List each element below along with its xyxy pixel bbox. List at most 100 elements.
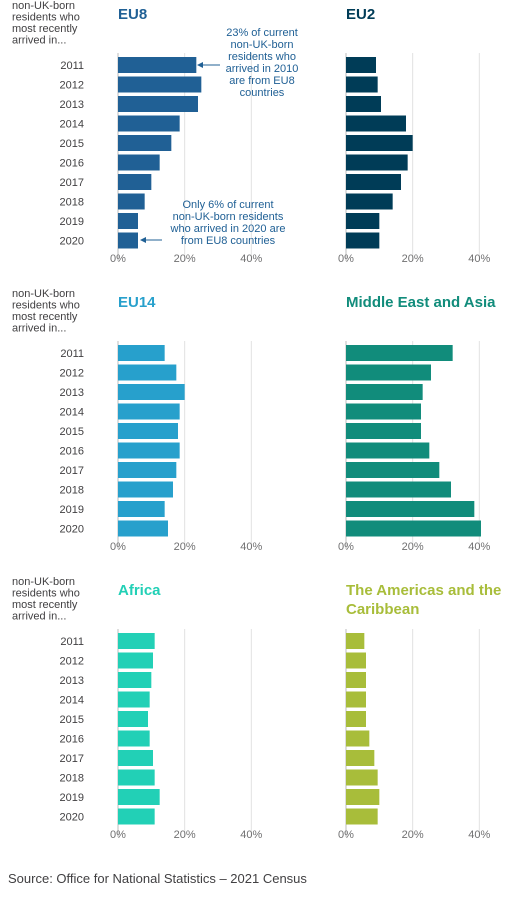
x-tick-label: 0% xyxy=(338,829,354,841)
panel-africa: 0% 20% 40% Africa 2011 2012 2013 2014 2015 2016 20… xyxy=(60,582,263,841)
annotation-text: are from EU8 xyxy=(229,75,294,87)
bar xyxy=(346,633,365,649)
source-note: Source: Office for National Statistics –… xyxy=(8,871,307,886)
bar xyxy=(346,154,408,171)
x-tick-label: 40% xyxy=(468,829,490,841)
row-header-line: most recently xyxy=(12,311,78,323)
bar xyxy=(118,193,145,210)
bar xyxy=(346,481,451,498)
bar xyxy=(118,423,178,439)
bar xyxy=(346,403,421,420)
bar xyxy=(118,462,177,478)
row-header-line: arrived in... xyxy=(12,611,66,623)
bar xyxy=(346,769,378,786)
y-tick-label: 2017 xyxy=(60,465,84,477)
bar xyxy=(118,135,172,151)
annotation-text: Only 6% of current xyxy=(182,199,273,211)
y-tick-label: 2011 xyxy=(60,348,84,360)
panel-title: Middle East and Asia xyxy=(346,294,496,311)
bar xyxy=(346,730,370,747)
panel-eu14: 0% 20% 40% EU14 2011 2012 2013 2014 2015 2016 2017… xyxy=(60,294,263,553)
panel-eu8: 0% 20% 40% EU8 2011 2012 2013 2014 2015 2016 2017 2… xyxy=(60,6,263,265)
bar xyxy=(118,633,155,649)
bar xyxy=(118,442,180,459)
bar xyxy=(346,232,380,249)
y-tick-label: 2013 xyxy=(60,99,84,111)
bar xyxy=(346,96,381,112)
bar xyxy=(118,76,202,93)
y-tick-label: 2020 xyxy=(60,524,84,536)
y-tick-label: 2012 xyxy=(60,80,84,92)
bar xyxy=(346,652,366,669)
bar xyxy=(346,711,366,727)
x-tick-label: 40% xyxy=(240,253,262,265)
annotation-text: from EU8 countries xyxy=(181,235,276,247)
bar xyxy=(346,345,453,361)
y-tick-label: 2011 xyxy=(60,636,84,648)
y-tick-label: 2013 xyxy=(60,675,84,687)
x-tick-label: 40% xyxy=(468,541,490,553)
y-tick-label: 2013 xyxy=(60,387,84,399)
bar xyxy=(118,652,153,669)
bar xyxy=(118,481,173,498)
annotation-arrowhead xyxy=(197,62,203,68)
row-header-line: residents who xyxy=(12,588,80,600)
bar xyxy=(346,789,380,805)
x-tick-label: 40% xyxy=(240,829,262,841)
bar xyxy=(118,364,177,381)
annotation-text: arrived in 2010 xyxy=(226,63,299,75)
bar xyxy=(346,672,366,688)
y-tick-label: 2018 xyxy=(60,197,84,209)
bar xyxy=(118,672,152,688)
bar xyxy=(118,232,138,249)
x-tick-label: 0% xyxy=(338,253,354,265)
y-tick-label: 2011 xyxy=(60,60,84,72)
annotation-text: who arrived in 2020 are xyxy=(170,223,286,235)
panel-the-americas-and-the-caribbean: 0% 20% 40% The Americas and the Caribbean xyxy=(338,582,501,841)
bar xyxy=(118,213,138,229)
row-header-line: arrived in... xyxy=(12,323,66,335)
panel-title: EU14 xyxy=(118,294,156,311)
bar xyxy=(346,213,380,229)
bar xyxy=(346,135,413,151)
y-tick-label: 2015 xyxy=(60,714,84,726)
panel-title: The Americas and the xyxy=(346,582,501,599)
bar xyxy=(346,520,481,537)
bar xyxy=(118,403,180,420)
x-tick-label: 0% xyxy=(110,829,126,841)
panel-title: EU2 xyxy=(346,6,375,23)
y-tick-label: 2012 xyxy=(60,656,84,668)
annotation-arrowhead xyxy=(140,237,146,243)
bar xyxy=(118,384,185,400)
y-tick-label: 2015 xyxy=(60,138,84,150)
y-tick-label: 2014 xyxy=(60,119,84,131)
bar xyxy=(346,691,366,708)
annotation-text: 23% of current xyxy=(226,27,298,39)
bar xyxy=(346,750,375,766)
row-header-line: residents who xyxy=(12,300,80,312)
y-tick-label: 2019 xyxy=(60,216,84,228)
x-tick-label: 20% xyxy=(402,253,424,265)
bar xyxy=(118,501,165,517)
y-tick-label: 2016 xyxy=(60,446,84,458)
bar xyxy=(346,115,406,132)
y-tick-label: 2014 xyxy=(60,407,84,419)
x-tick-label: 20% xyxy=(402,829,424,841)
bar xyxy=(118,691,150,708)
bar xyxy=(346,174,401,190)
bar xyxy=(346,384,423,400)
bar xyxy=(346,57,376,73)
y-tick-label: 2012 xyxy=(60,368,84,380)
annotation-text: countries xyxy=(240,87,285,99)
x-tick-label: 40% xyxy=(240,541,262,553)
y-tick-label: 2016 xyxy=(60,734,84,746)
y-tick-label: 2020 xyxy=(60,236,84,248)
bar xyxy=(346,462,440,478)
panel-title: EU8 xyxy=(118,6,147,23)
bar xyxy=(346,501,475,517)
bar xyxy=(118,174,152,190)
